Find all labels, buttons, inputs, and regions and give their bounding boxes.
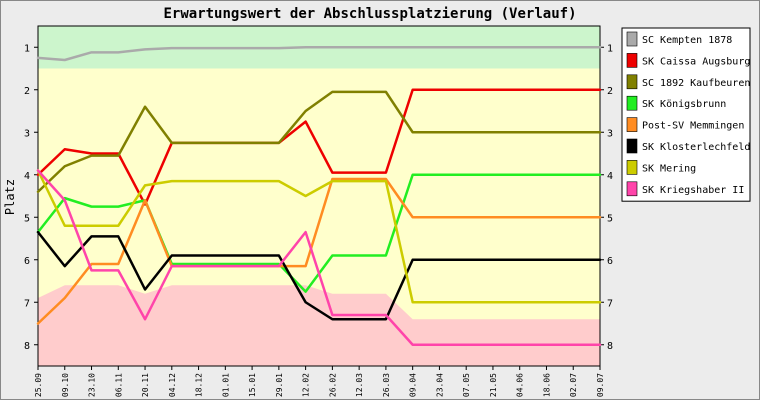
x-tick-label: 21.05 (489, 373, 498, 397)
x-tick-label: 02.07 (569, 373, 578, 397)
x-tick-label: 20.11 (141, 373, 150, 397)
y-tick-label-right: 3 (607, 128, 613, 139)
chart-title: Erwartungswert der Abschlussplatzierung … (163, 6, 576, 22)
series-line-7 (36, 169, 602, 304)
x-tick-label: 09.10 (61, 373, 70, 397)
y-tick-label-right: 7 (607, 298, 613, 309)
x-tick-label: 04.06 (516, 373, 525, 397)
y-tick-label-left: 2 (24, 86, 30, 97)
legend-label-6: SK Klosterlechfeld (642, 142, 750, 153)
y-tick-label-right: 1 (607, 43, 613, 54)
legend-swatch-6 (626, 138, 638, 154)
x-tick-label: 12.03 (355, 373, 364, 397)
legend-swatch-8 (626, 181, 638, 197)
legend-swatch-7 (626, 160, 638, 175)
legend: SC Kempten 1878 SK Caissa Augsburg SC 1892… (621, 27, 751, 202)
y-tick-label-right: 4 (607, 171, 613, 182)
y-tick-label-right: 5 (607, 213, 613, 224)
x-tick-label: 09.07 (596, 373, 605, 397)
series-line-2 (36, 88, 602, 206)
series-line-6 (36, 230, 602, 321)
x-tick-label: 25.09 (34, 373, 43, 397)
x-tick-label: 01.01 (221, 373, 230, 397)
y-tick-label-left: 6 (24, 256, 30, 267)
y-axis-label: Platz (3, 179, 17, 215)
x-tick-label: 04.12 (168, 373, 177, 397)
y-tick-label-left: 4 (24, 171, 30, 182)
y-tick-label-right: 2 (607, 86, 613, 97)
x-tick-label: 23.04 (435, 373, 444, 397)
y-tick-label-left: 8 (24, 341, 30, 352)
legend-swatch-4 (626, 95, 638, 111)
legend-label-1: SC Kempten 1878 (642, 35, 732, 46)
x-tick-label: 18.06 (542, 373, 551, 397)
x-tick-label: 26.02 (328, 373, 337, 397)
x-tick-label: 06.11 (114, 373, 123, 397)
legend-label-8: SK Kriegshaber II (642, 185, 744, 196)
legend-label-2: SK Caissa Augsburg (642, 56, 750, 67)
y-tick-label-left: 3 (24, 128, 30, 139)
legend-label-5: Post-SV Memmingen (642, 121, 744, 132)
series-line-1 (36, 46, 602, 62)
y-tick-label-left: 7 (24, 298, 30, 309)
legend-swatch-1 (626, 31, 638, 47)
legend-box (621, 27, 751, 202)
x-tick-label: 29.01 (275, 373, 284, 397)
x-tick-label: 07.05 (462, 373, 471, 397)
legend-swatch-3 (626, 74, 638, 90)
y-tick-label-right: 6 (607, 256, 613, 267)
x-tick-label: 26.03 (382, 373, 391, 397)
legend-swatch-5 (626, 117, 638, 132)
series-line-3 (36, 90, 602, 193)
y-tick-label-left: 5 (24, 213, 30, 224)
series-line-5 (36, 177, 602, 325)
y-tick-label-left: 1 (24, 43, 30, 54)
legend-label-7: SK Mering (642, 163, 696, 174)
plot-area: 1 1 2 2 3 3 4 4 5 5 6 6 7 7 8 8 25.09 09.10 23.10 06.11 20.1… (24, 25, 613, 397)
x-tick-label: 23.10 (88, 373, 97, 397)
plot-frame (37, 25, 601, 367)
x-tick-label: 15.01 (248, 373, 257, 397)
legend-swatch-2 (626, 53, 638, 68)
legend-label-4: SK Königsbrunn (642, 99, 726, 110)
x-tick-label: 12.02 (302, 373, 311, 397)
y-tick-label-right: 8 (607, 341, 613, 352)
legend-label-3: SC 1892 Kaufbeuren (642, 78, 750, 89)
x-tick-label: 18.12 (195, 373, 204, 397)
series-line-8 (36, 169, 602, 346)
x-tick-label: 09.04 (409, 373, 418, 397)
